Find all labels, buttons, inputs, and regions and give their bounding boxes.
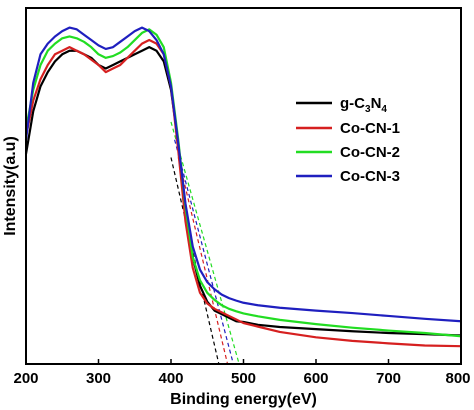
series-line-0 [24, 46, 462, 337]
x-tick-label: 200 [13, 370, 38, 387]
x-tick-label: 500 [231, 370, 256, 387]
legend-label-0: g-C3N4 [340, 95, 387, 115]
x-axis-ticks: 200 300 400 500 600 700 800 [13, 359, 471, 387]
x-tick-label: 400 [158, 370, 183, 387]
y-axis-label: Intensity(a.u) [2, 136, 19, 236]
legend: g-C3N4 Co-CN-1 Co-CN-2 Co-CN-3 [296, 95, 400, 185]
legend-label-1: Co-CN-1 [340, 120, 400, 137]
tangent-line-2 [174, 139, 234, 365]
legend-label-2: Co-CN-2 [340, 144, 400, 161]
legend-label-3: Co-CN-3 [340, 168, 400, 185]
series-lines [24, 26, 462, 348]
plot-frame [25, 7, 462, 365]
x-tick-label: 600 [303, 370, 328, 387]
x-tick-label: 800 [445, 370, 470, 387]
x-tick-label: 300 [86, 370, 111, 387]
tangent-line-1 [177, 157, 229, 365]
series-line-3 [24, 26, 462, 323]
series-line-1 [24, 38, 462, 348]
series-line-2 [24, 28, 462, 338]
x-tick-label: 700 [376, 370, 401, 387]
x-axis-label: Binding energy(eV) [170, 391, 317, 408]
